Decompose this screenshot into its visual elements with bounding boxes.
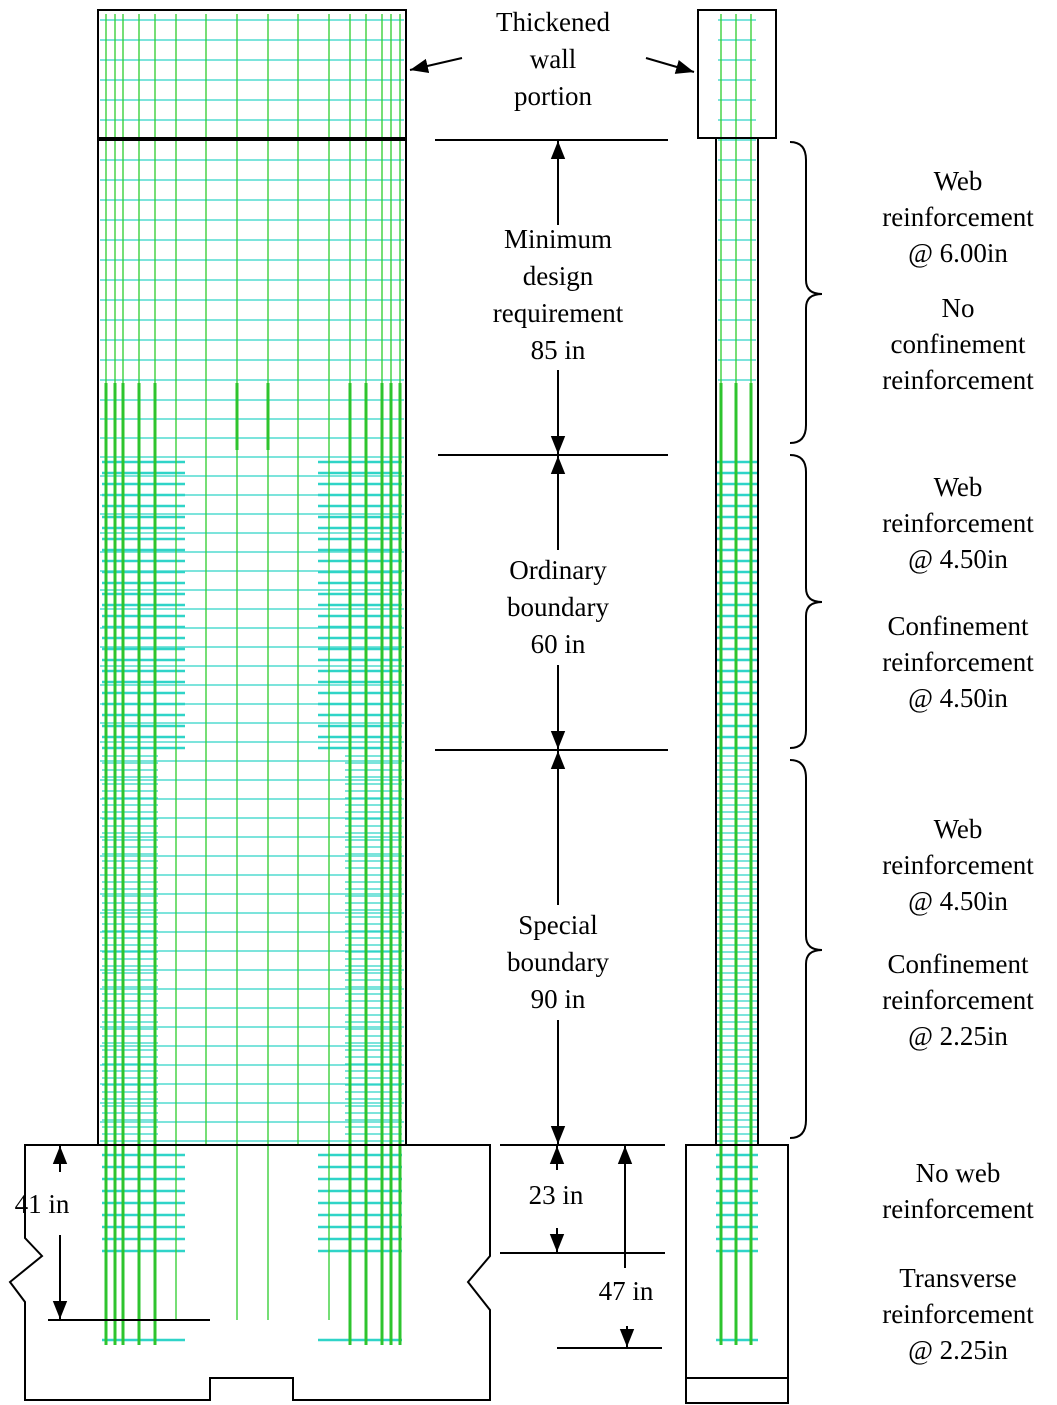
label-line: confinement (891, 329, 1026, 359)
vertical-bars-heavy (106, 383, 751, 1345)
label-line: @ 4.50in (908, 544, 1008, 574)
footing (10, 1145, 490, 1400)
label-line: 23 in (529, 1180, 584, 1210)
label-line: Confinement (888, 949, 1029, 979)
thickened-section (698, 10, 776, 138)
brace (790, 455, 822, 748)
label-line: reinforcement (882, 647, 1034, 677)
labels: Thickened wall portion Minimum design require… (15, 7, 1035, 1365)
label-line: 85 in (531, 335, 586, 365)
label-line: @ 6.00in (908, 238, 1008, 268)
label-line: 90 in (531, 984, 586, 1014)
label-line: reinforcement (882, 508, 1034, 538)
label-line: 41 in (15, 1189, 70, 1219)
arrow (646, 58, 694, 72)
label-line: reinforcement (882, 985, 1034, 1015)
label-line: reinforcement (882, 365, 1034, 395)
label-line: Web (934, 814, 983, 844)
label-line: boundary (507, 592, 609, 622)
label-line: Web (934, 166, 983, 196)
label-line: @ 2.25in (908, 1335, 1008, 1365)
label-line: Transverse (899, 1263, 1017, 1293)
label-line: reinforcement (882, 850, 1034, 880)
label-line: No web (916, 1158, 1001, 1188)
label-line: reinforcement (882, 1299, 1034, 1329)
label-line: Ordinary (509, 555, 607, 585)
label-line: @ 4.50in (908, 683, 1008, 713)
brace (790, 142, 822, 443)
label-line: Minimum (504, 224, 612, 254)
label-line: @ 4.50in (908, 886, 1008, 916)
label-line: No (942, 293, 975, 323)
diagram: Thickened wall portion Minimum design require… (0, 0, 1057, 1405)
label-line: 60 in (531, 629, 586, 659)
label-line: Thickened (496, 7, 610, 37)
label-line: wall (530, 44, 577, 74)
label-line: portion (514, 81, 592, 111)
transverse-bars-heavy (102, 462, 758, 1340)
page: {"annotations": [ {"lines": ["Thickened"… (0, 0, 1057, 1405)
label-line: reinforcement (882, 202, 1034, 232)
label-line: Web (934, 472, 983, 502)
label-line: boundary (507, 947, 609, 977)
label-line: @ 2.25in (908, 1021, 1008, 1051)
arrow (410, 58, 462, 70)
label-line: Special (518, 910, 597, 940)
brace (790, 760, 822, 1138)
label-line: design (523, 261, 594, 291)
transverse-bars (100, 20, 758, 1141)
label-line: requirement (493, 298, 624, 328)
vertical-bars (106, 14, 751, 1320)
label-line: reinforcement (882, 1194, 1034, 1224)
label-line: 47 in (599, 1276, 654, 1306)
label-line: Confinement (888, 611, 1029, 641)
